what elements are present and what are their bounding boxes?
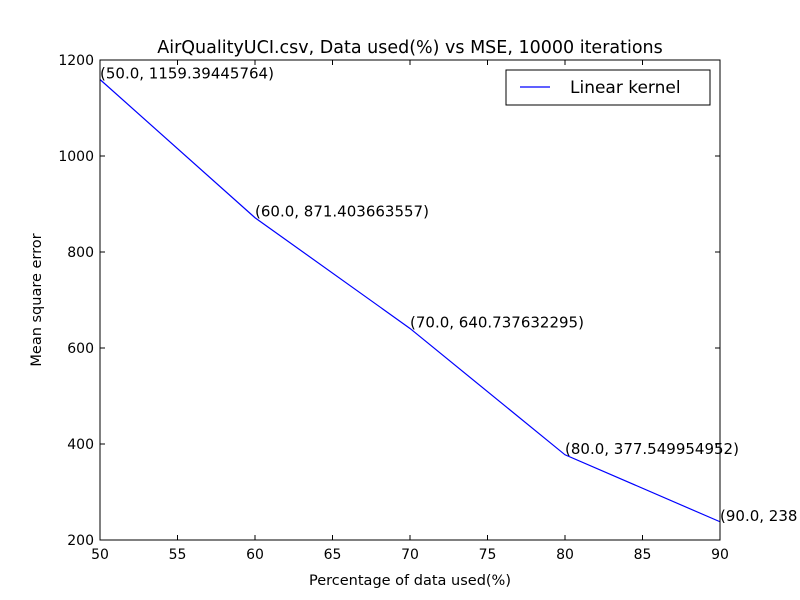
axis-ticks: 50 55 60 65 70 75 80 85 90 200 400 600 800 1000 1200 <box>58 53 729 563</box>
legend-label-linear-kernel: Linear kernel <box>570 78 681 98</box>
y-tick-label: 400 <box>67 437 94 453</box>
data-label: (50.0, 1159.39445764) <box>100 64 274 82</box>
x-tick-label: 75 <box>479 547 497 563</box>
y-tick-label: 800 <box>67 245 94 261</box>
data-label: (80.0, 377.549954952) <box>565 440 739 458</box>
data-label: (70.0, 640.737632295) <box>410 313 584 331</box>
series-line-linear-kernel <box>99 79 721 523</box>
x-tick-label: 65 <box>324 547 342 563</box>
data-label: (90.0, 238 <box>720 507 797 525</box>
x-tick-label: 85 <box>634 547 652 563</box>
chart-title: AirQualityUCI.csv, Data used(%) vs MSE, … <box>157 38 663 58</box>
x-tick-label: 70 <box>401 547 419 563</box>
data-labels: (50.0, 1159.39445764) (60.0, 871.40366355… <box>100 64 797 524</box>
y-tick-label: 600 <box>67 341 94 357</box>
x-tick-label: 60 <box>246 547 264 563</box>
y-tick-label: 200 <box>67 533 94 549</box>
x-tick-label: 90 <box>711 547 729 563</box>
x-axis-label: Percentage of data used(%) <box>309 573 511 589</box>
x-tick-label: 50 <box>91 547 109 563</box>
x-tick-label: 55 <box>169 547 187 563</box>
series-layer <box>99 79 721 523</box>
x-tick-label: 80 <box>556 547 574 563</box>
data-label: (60.0, 871.403663557) <box>255 203 429 221</box>
y-tick-label: 1000 <box>58 149 94 165</box>
y-axis-label: Mean square error <box>29 233 45 366</box>
plot-frame <box>99 59 721 541</box>
y-tick-label: 1200 <box>58 53 94 69</box>
legend: Linear kernel <box>505 69 711 106</box>
